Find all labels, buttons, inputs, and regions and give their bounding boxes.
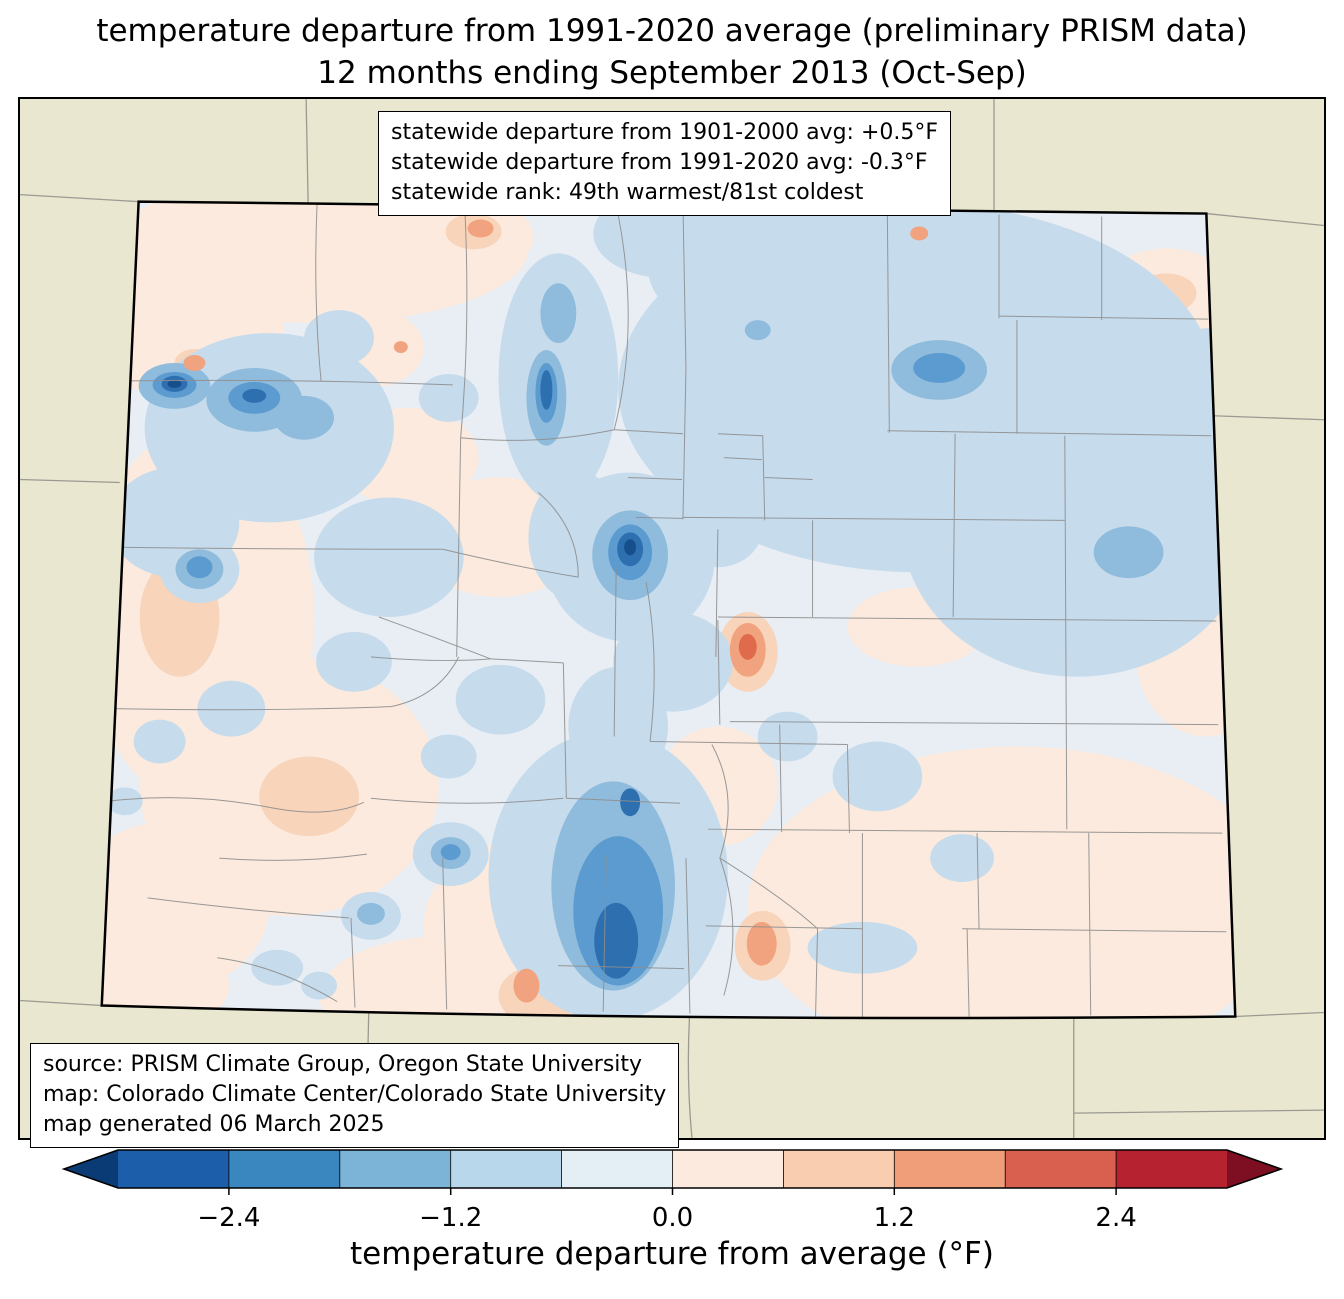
- colorbar-label: temperature departure from average (°F): [350, 1236, 994, 1272]
- colorado-anomaly-map: [20, 99, 1324, 1138]
- anomaly-field: [101, 201, 1236, 1019]
- svg-text:−1.2: −1.2: [419, 1203, 482, 1233]
- colorbar: −2.4 −1.2 0.0 1.2 2.4: [0, 1146, 1344, 1238]
- map-frame: statewide departure from 1901-2000 avg: …: [18, 97, 1326, 1148]
- source-box: source: PRISM Climate Group, Oregon Stat…: [30, 1043, 680, 1148]
- svg-text:0.0: 0.0: [652, 1203, 693, 1233]
- title-line-1: temperature departure from 1991-2020 ave…: [96, 13, 1248, 49]
- title-line-2: 12 months ending September 2013 (Oct-Sep…: [317, 55, 1027, 91]
- figure-title: temperature departure from 1991-2020 ave…: [0, 10, 1344, 94]
- colorbar-svg: −2.4 −1.2 0.0 1.2 2.4: [61, 1149, 1284, 1233]
- colorbar-outline: [61, 1149, 1284, 1189]
- source-line-2: map: Colorado Climate Center/Colorado St…: [43, 1082, 667, 1107]
- stats-box: statewide departure from 1901-2000 avg: …: [378, 111, 952, 216]
- svg-text:1.2: 1.2: [874, 1203, 915, 1233]
- source-line-1: source: PRISM Climate Group, Oregon Stat…: [43, 1052, 643, 1077]
- source-line-3: map generated 06 March 2025: [43, 1112, 385, 1137]
- colorbar-segments: [64, 1150, 1281, 1188]
- svg-text:−2.4: −2.4: [197, 1203, 260, 1233]
- stats-line-1: statewide departure from 1901-2000 avg: …: [391, 120, 939, 145]
- county-lines: [107, 202, 1227, 1018]
- stats-line-3: statewide rank: 49th warmest/81st coldes…: [391, 180, 864, 205]
- stats-line-2: statewide departure from 1991-2020 avg: …: [391, 150, 928, 175]
- colorbar-ticks: −2.4 −1.2 0.0 1.2 2.4: [197, 1188, 1137, 1233]
- svg-text:2.4: 2.4: [1095, 1203, 1136, 1233]
